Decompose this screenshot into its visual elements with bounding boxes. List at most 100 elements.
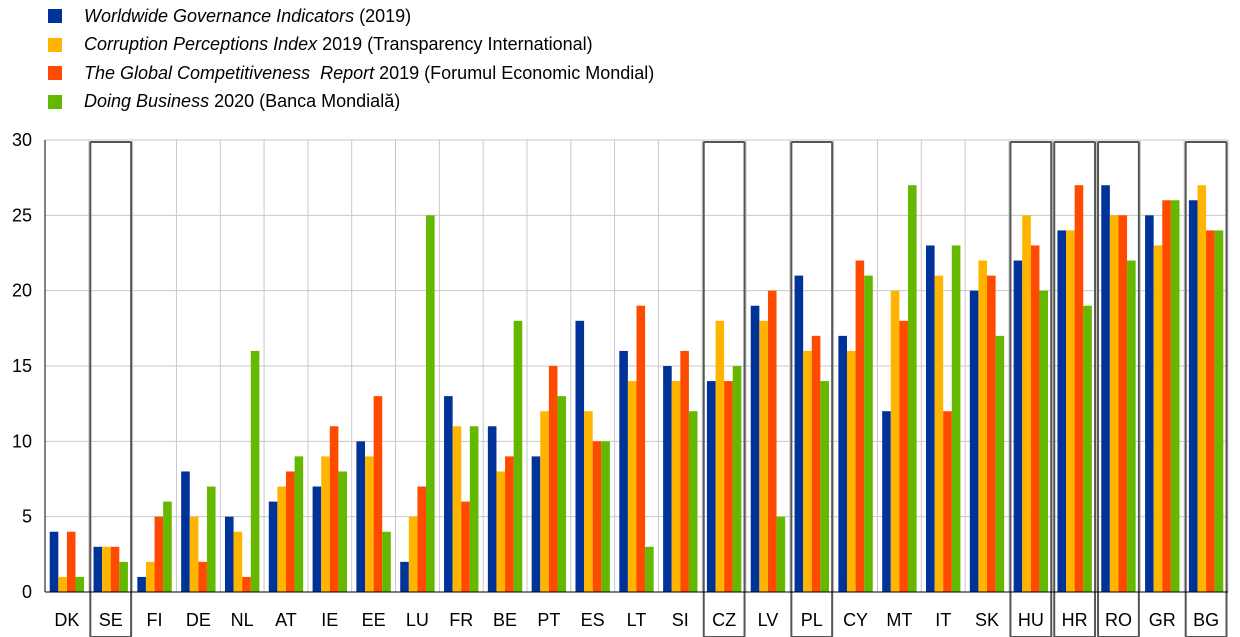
- bar-mt-series-4: [907, 185, 917, 592]
- bar-ro-series-3: [1118, 215, 1128, 593]
- x-tick-label-mt: MT: [886, 610, 912, 630]
- legend-label-gcr-italic: The Global Competitiveness Report: [84, 62, 375, 83]
- bar-ie-series-3: [329, 426, 339, 592]
- bar-ee-series-1: [356, 441, 366, 592]
- x-tick-label-es: ES: [581, 610, 605, 630]
- x-tick-label-pt: PT: [537, 610, 560, 630]
- legend-item-db: Doing Business 2020 (Banca Mondială): [48, 88, 654, 117]
- bar-se-series-1: [93, 546, 103, 592]
- x-tick-label-sk: SK: [975, 610, 999, 630]
- legend-label-db-italic: Doing Business: [84, 91, 210, 112]
- bar-fi-series-2: [145, 561, 155, 592]
- x-tick-label-cy: CY: [843, 610, 868, 630]
- bar-cz-series-4: [732, 366, 742, 592]
- legend-swatch-gcr: [48, 66, 62, 81]
- x-tick-label-it: IT: [935, 610, 951, 630]
- bar-at-series-2: [277, 486, 286, 592]
- legend-label-wgi-rest: (2019): [354, 5, 412, 26]
- bar-dk-series-1: [49, 531, 59, 592]
- bar-ie-series-2: [321, 456, 330, 592]
- bar-pl-series-4: [820, 381, 829, 592]
- bar-bg-series-3: [1206, 230, 1215, 592]
- x-tick-label-fr: FR: [449, 610, 473, 630]
- x-tick-label-ie: IE: [321, 610, 338, 630]
- bar-pt-series-3: [548, 366, 558, 592]
- bar-ie-series-1: [312, 486, 322, 592]
- bar-se-series-4: [119, 561, 128, 592]
- bar-lt-series-1: [619, 350, 628, 592]
- bar-ee-series-3: [373, 396, 383, 592]
- highlight-box-cz: [702, 141, 746, 637]
- legend-item-cpi: Corruption Perceptions Index 2019 (Trans…: [48, 31, 654, 60]
- bar-ee-series-2: [365, 456, 374, 592]
- grid-lines: [45, 139, 1229, 592]
- bar-hr-series-3: [1074, 185, 1084, 592]
- bar-sk-series-3: [987, 275, 996, 592]
- bar-it-series-1: [926, 245, 935, 592]
- bar-cy-series-2: [846, 350, 856, 592]
- bar-fr-series-3: [461, 501, 470, 592]
- x-tick-label-lt: LT: [627, 610, 647, 630]
- bar-mt-series-3: [899, 320, 908, 592]
- x-tick-label-be: BE: [493, 610, 517, 630]
- x-tick-label-lu: LU: [406, 610, 429, 630]
- legend-label-cpi-italic: Corruption Perceptions Index: [84, 34, 318, 55]
- bar-se-series-2: [102, 546, 111, 592]
- bar-be-series-2: [496, 471, 506, 592]
- x-tick-label-de: DE: [186, 610, 211, 630]
- bar-pl-series-2: [803, 350, 812, 592]
- bar-sk-series-4: [995, 335, 1005, 592]
- legend-swatch-cpi: [48, 37, 62, 52]
- bar-lt-series-4: [645, 546, 654, 592]
- bar-ro-series-2: [1109, 215, 1119, 593]
- bar-be-series-3: [505, 456, 514, 592]
- bar-cz-series-2: [715, 320, 725, 592]
- bar-fr-series-2: [452, 426, 462, 592]
- bar-nl-series-3: [242, 576, 251, 592]
- bar-lt-series-3: [636, 305, 646, 592]
- bar-sk-series-1: [969, 290, 979, 592]
- y-tick-label-5: 5: [22, 507, 32, 527]
- x-tick-label-ee: EE: [362, 610, 386, 630]
- bar-sk-series-2: [978, 260, 988, 592]
- bar-at-series-1: [268, 501, 278, 592]
- legend-swatch-db: [48, 94, 62, 109]
- bar-lu-series-3: [417, 486, 427, 592]
- bar-pt-series-4: [557, 396, 567, 592]
- legend-item-wgi: Worldwide Governance Indicators (2019): [48, 2, 654, 31]
- bar-ee-series-4: [382, 531, 391, 592]
- bar-pt-series-1: [531, 456, 541, 592]
- bar-lv-series-1: [750, 305, 760, 592]
- bar-bg-series-4: [1214, 230, 1224, 592]
- bar-dk-series-4: [75, 576, 85, 592]
- x-tick-label-gr: GR: [1149, 610, 1176, 630]
- bar-lv-series-4: [776, 516, 786, 592]
- bar-be-series-1: [487, 426, 497, 592]
- bar-si-series-1: [663, 366, 672, 592]
- legend-label-wgi-italic: Worldwide Governance Indicators: [84, 5, 355, 26]
- highlight-boxes: [89, 141, 1228, 637]
- bar-at-series-3: [285, 471, 295, 592]
- bar-nl-series-2: [233, 531, 243, 592]
- bar-mt-series-1: [882, 411, 891, 592]
- bar-pl-series-1: [794, 275, 804, 592]
- bar-hu-series-4: [1039, 290, 1049, 592]
- bar-de-series-2: [189, 516, 199, 592]
- y-tick-label-30: 30: [12, 130, 32, 150]
- bar-se-series-3: [110, 546, 120, 592]
- bar-fi-series-4: [163, 501, 172, 592]
- bar-hu-series-3: [1030, 245, 1040, 592]
- x-axis: DK SE FI DE NL AT IE EE LU FR BE PT ES LT SI CZ LV PL CY MT…: [45, 591, 1228, 630]
- bar-lu-series-1: [400, 561, 409, 592]
- bar-gr-series-1: [1145, 215, 1154, 593]
- highlight-box-se: [89, 141, 133, 637]
- x-tick-label-cz: CZ: [712, 610, 736, 630]
- x-tick-label-nl: NL: [231, 610, 254, 630]
- x-tick-label-si: SI: [672, 610, 689, 630]
- legend-label-db-rest: 2020 (Banca Mondială): [209, 91, 401, 112]
- bar-cy-series-3: [855, 260, 865, 592]
- bar-pt-series-2: [540, 411, 549, 592]
- bar-es-series-3: [592, 441, 602, 592]
- bar-nl-series-1: [224, 516, 234, 592]
